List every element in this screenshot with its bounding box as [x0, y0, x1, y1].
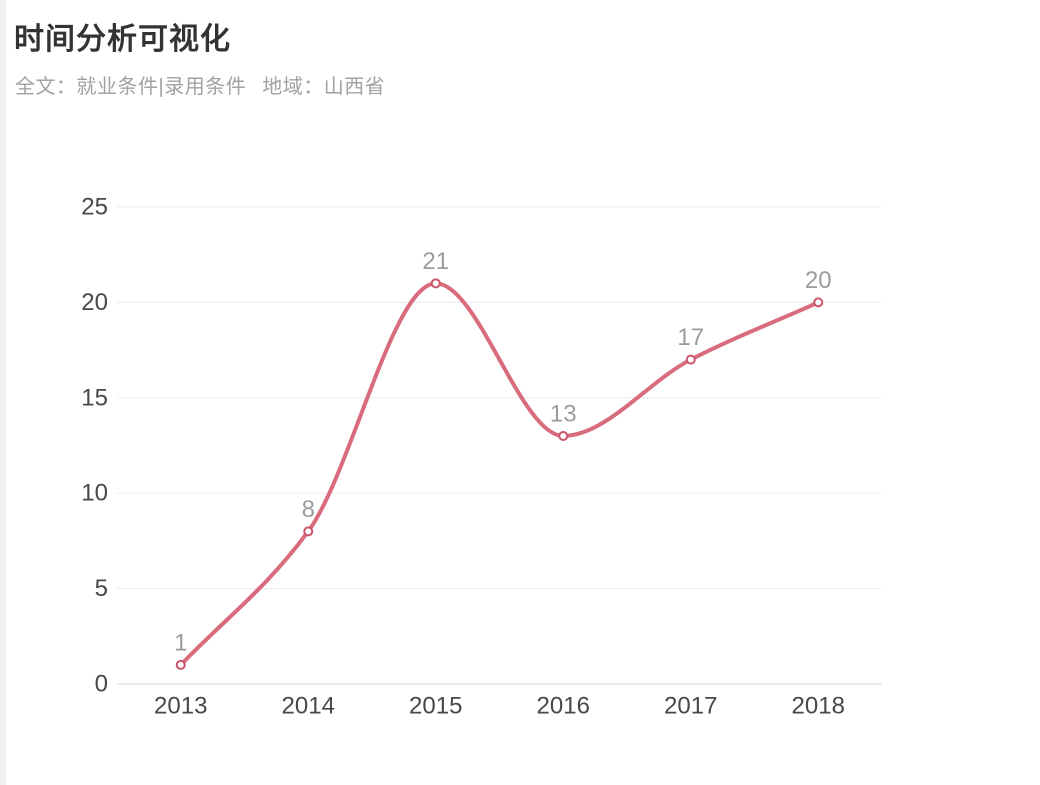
data-point-marker[interactable] — [813, 297, 824, 308]
series-line — [178, 281, 821, 667]
x-axis-tick-label: 2015 — [409, 693, 462, 720]
y-axis-tick-label: 15 — [81, 384, 108, 411]
y-axis-tick-label: 20 — [81, 289, 108, 316]
page-title: 时间分析可视化 — [14, 23, 231, 56]
data-point-marker[interactable] — [175, 659, 186, 670]
data-point-marker[interactable] — [430, 278, 441, 289]
x-axis-tick-label: 2013 — [154, 693, 207, 720]
y-axis-tick-label: 5 — [95, 575, 108, 602]
x-axis-tick-label: 2018 — [792, 693, 845, 720]
x-axis-tick-label: 2016 — [537, 693, 590, 720]
data-point-marker[interactable] — [558, 430, 569, 441]
fulltext-filter-value: 就业条件|录用条件 — [76, 76, 247, 98]
region-filter-label: 地域： — [262, 76, 324, 98]
y-axis-tick-label: 0 — [95, 671, 108, 698]
data-point-label: 20 — [805, 267, 832, 294]
fulltext-filter-label: 全文： — [15, 76, 77, 98]
region-filter-value: 山西省 — [323, 76, 386, 98]
query-summary: 全文：就业条件|录用条件 地域：山西省 — [15, 70, 385, 99]
data-point-label: 21 — [422, 248, 449, 275]
data-point-marker[interactable] — [685, 354, 696, 365]
data-point-label: 1 — [174, 629, 187, 656]
data-point-label: 13 — [550, 400, 577, 427]
page-edge-strip — [0, 0, 6, 785]
y-axis-tick-label: 10 — [81, 480, 108, 507]
data-point-label: 17 — [677, 324, 704, 351]
data-point-marker[interactable] — [303, 526, 314, 537]
x-axis-tick-label: 2017 — [664, 693, 717, 720]
y-axis-tick-label: 25 — [81, 194, 108, 221]
data-point-label: 8 — [302, 496, 315, 523]
x-axis-tick-label: 2014 — [282, 693, 335, 720]
